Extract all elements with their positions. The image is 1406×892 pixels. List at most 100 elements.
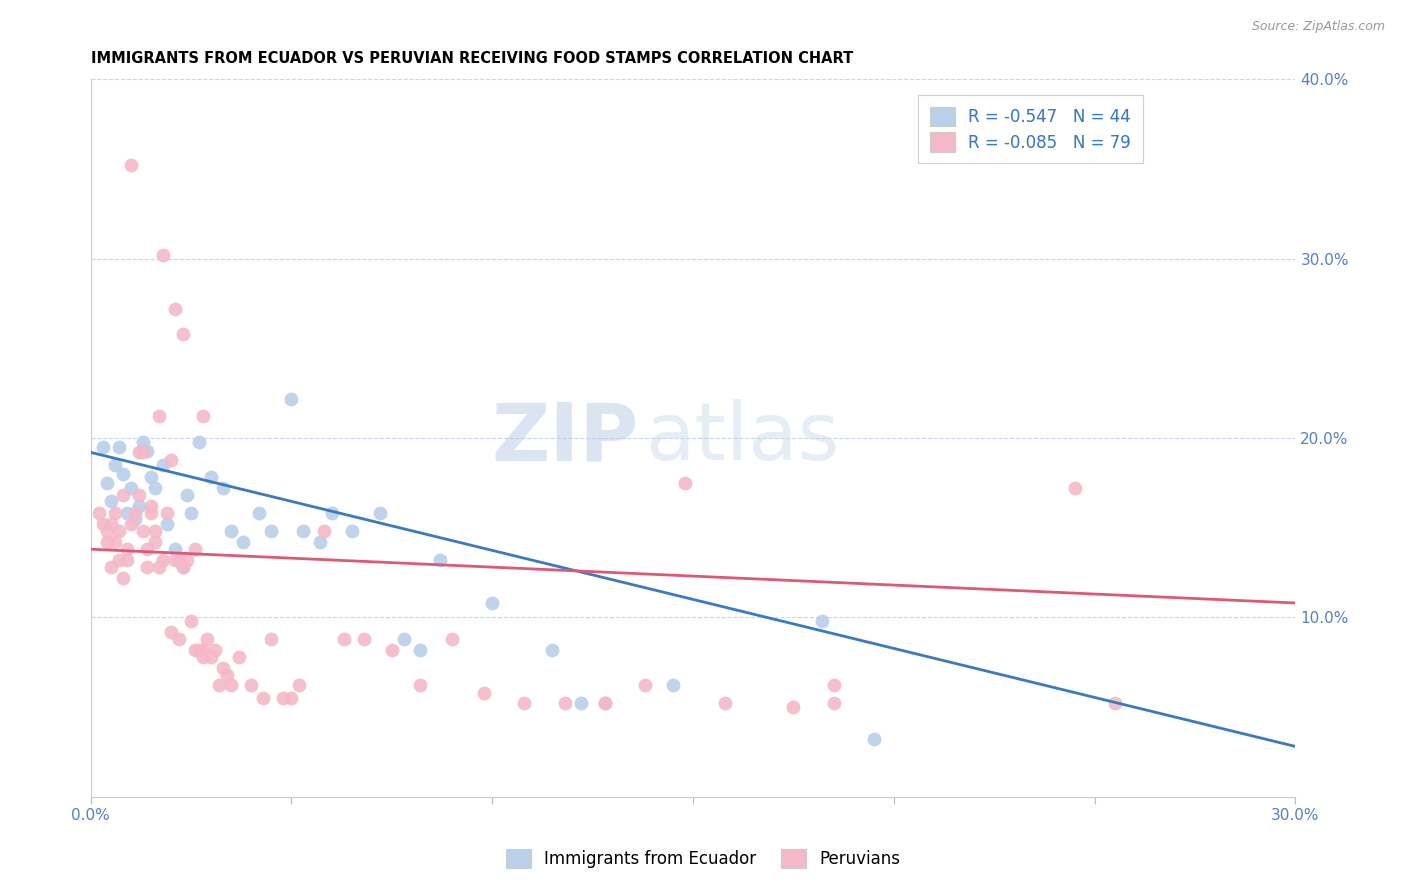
Point (107, 553, 129, 567)
Point (172, 560, 194, 574)
Point (120, 517, 142, 532)
Point (312, 524, 335, 539)
Point (280, 392, 302, 406)
Point (128, 499, 150, 513)
Point (107, 524, 129, 539)
Point (593, 697, 616, 711)
Point (204, 642, 226, 657)
Point (1104, 697, 1126, 711)
Point (260, 632, 283, 646)
Point (184, 642, 207, 657)
Point (634, 678, 657, 692)
Point (163, 542, 186, 557)
Point (212, 481, 235, 495)
Point (188, 434, 211, 449)
Point (111, 467, 134, 481)
Point (219, 524, 242, 539)
Point (148, 409, 170, 424)
Point (191, 642, 214, 657)
Point (120, 481, 142, 495)
Point (240, 678, 263, 692)
Point (1063, 481, 1085, 495)
Point (91, 440, 114, 454)
Point (111, 571, 134, 585)
Point (569, 697, 592, 711)
Point (152, 458, 174, 472)
Point (353, 632, 375, 646)
Point (810, 614, 832, 628)
Point (167, 553, 190, 567)
Point (862, 732, 884, 747)
Point (120, 158, 142, 172)
Point (143, 524, 166, 539)
Point (139, 499, 162, 513)
Point (292, 524, 315, 539)
Text: IMMIGRANTS FROM ECUADOR VS PERUVIAN RECEIVING FOOD STAMPS CORRELATION CHART: IMMIGRANTS FROM ECUADOR VS PERUVIAN RECE… (90, 51, 853, 66)
Point (472, 686, 495, 700)
Point (156, 506, 179, 520)
Point (200, 470, 222, 484)
Point (260, 524, 283, 539)
Point (593, 697, 616, 711)
Point (135, 560, 157, 574)
Point (252, 691, 274, 706)
Text: ZIP: ZIP (492, 399, 638, 477)
Point (217, 667, 239, 681)
Point (662, 678, 685, 692)
Point (148, 560, 170, 574)
Point (340, 524, 363, 539)
Point (429, 553, 451, 567)
Point (107, 440, 129, 454)
Point (288, 678, 311, 692)
Point (100, 517, 122, 532)
Text: Source: ZipAtlas.com: Source: ZipAtlas.com (1251, 20, 1385, 33)
Point (124, 512, 146, 526)
Point (541, 642, 564, 657)
Point (554, 697, 576, 711)
Point (176, 553, 198, 567)
Point (280, 691, 302, 706)
Point (172, 326, 194, 341)
Point (91, 517, 114, 532)
Point (160, 452, 183, 467)
Point (135, 542, 157, 557)
Point (332, 632, 354, 646)
Point (163, 301, 186, 316)
Point (115, 553, 138, 567)
Point (188, 642, 211, 657)
Point (823, 678, 845, 692)
Point (180, 506, 202, 520)
Point (115, 542, 138, 557)
Point (132, 445, 155, 459)
Point (208, 678, 231, 692)
Point (143, 481, 166, 495)
Legend: Immigrants from Ecuador, Peruvians: Immigrants from Ecuador, Peruvians (499, 842, 907, 875)
Point (308, 535, 330, 549)
Point (152, 553, 174, 567)
Point (132, 524, 155, 539)
Point (156, 517, 179, 532)
Point (228, 649, 250, 664)
Text: atlas: atlas (645, 399, 839, 477)
Point (823, 697, 845, 711)
Point (124, 506, 146, 520)
Point (167, 632, 190, 646)
Point (714, 697, 737, 711)
Point (321, 506, 343, 520)
Point (96, 475, 118, 490)
Point (409, 642, 432, 657)
Point (172, 560, 194, 574)
Point (176, 488, 198, 502)
Point (441, 632, 464, 646)
Point (100, 560, 122, 574)
Point (513, 697, 536, 711)
Point (132, 434, 155, 449)
Point (115, 506, 138, 520)
Point (481, 596, 503, 610)
Point (160, 624, 183, 639)
Point (104, 506, 127, 520)
Point (409, 678, 432, 692)
Point (163, 553, 186, 567)
Point (673, 475, 696, 490)
Point (273, 691, 295, 706)
